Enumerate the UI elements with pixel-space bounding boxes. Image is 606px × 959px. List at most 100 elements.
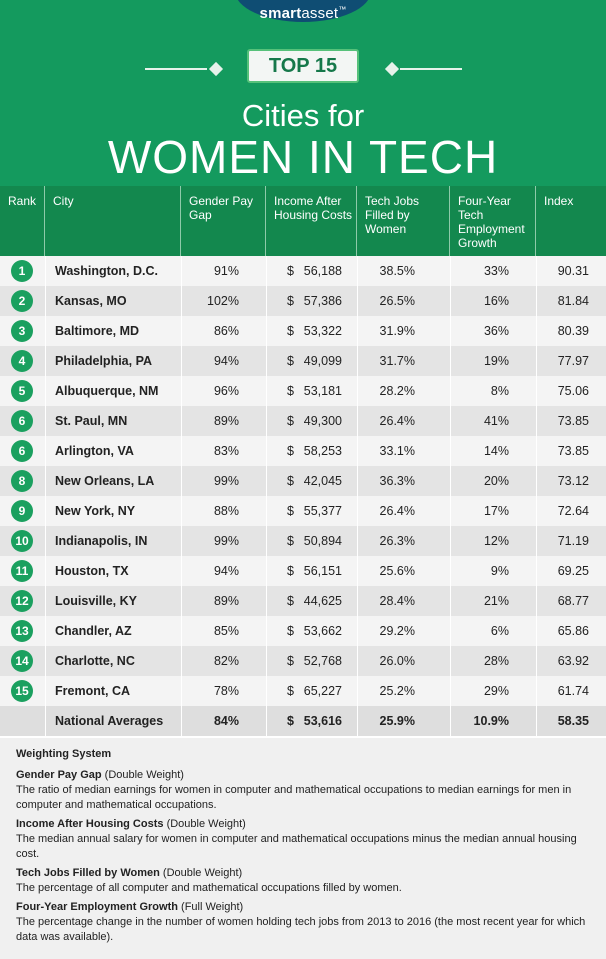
weighting-item-name: Gender Pay Gap [16,769,102,781]
tech-jobs-value: 38.5% [379,264,415,278]
column-header-tech-jobs[interactable]: Tech Jobs Filled by Women [357,186,450,256]
column-divider [536,286,537,316]
divider-line-left [145,68,207,70]
index-value: 58.35 [557,714,589,728]
column-divider [45,346,46,376]
column-divider [536,616,537,646]
table-header: Rank City Gender Pay Gap Income After Ho… [0,186,606,256]
column-divider [536,646,537,676]
index-value: 75.06 [557,384,589,398]
column-header-city[interactable]: City [45,186,181,256]
city-name: Kansas, MO [55,294,127,308]
column-divider [266,346,267,376]
header-banner: smartasset™ TOP 15 Cities for WOMEN IN T… [0,0,606,186]
tech-jobs-value: 25.6% [379,564,415,578]
column-divider [266,466,267,496]
column-divider [450,676,451,706]
column-header-index[interactable]: Index [544,194,574,208]
column-divider [357,586,358,616]
column-divider [45,556,46,586]
currency-symbol: $ [287,504,294,518]
table-row[interactable]: 8 New Orleans, LA 99% $42,045 36.3% 20% 73.12 [0,466,606,496]
weighting-item-description: The percentage change in the number of w… [16,916,586,943]
index-value: 72.64 [557,504,589,518]
tech-jobs-value: 25.2% [379,684,415,698]
weighting-item-description: The median annual salary for women in co… [16,833,577,860]
table-row[interactable]: 10 Indianapolis, IN 99% $50,894 26.3% 12% 71.1… [0,526,606,556]
column-divider [357,706,358,736]
city-name: St. Paul, MN [55,414,128,428]
weighting-item: Gender Pay Gap (Double Weight) The ratio … [16,768,590,813]
column-divider [450,646,451,676]
table-row[interactable]: 6 Arlington, VA 83% $58,253 33.1% 14% 73.85 [0,436,606,466]
table-row[interactable]: 12 Louisville, KY 89% $44,625 28.4% 21% 68.77 [0,586,606,616]
income-value: 53,616 [303,714,342,728]
national-averages-row[interactable]: National Averages 84% $53,616 25.9% 10.9% 58.… [0,706,606,736]
currency-symbol: $ [287,294,294,308]
income-value: 55,377 [303,504,342,518]
weighting-item-heading: Gender Pay Gap (Double Weight) [16,768,590,783]
index-value: 69.25 [557,564,589,578]
index-value: 90.31 [557,264,589,278]
column-divider [536,346,537,376]
tech-jobs-value: 36.3% [379,474,415,488]
column-divider [536,526,537,556]
tech-jobs-value: 33.1% [379,444,415,458]
column-divider [45,526,46,556]
column-divider [181,256,182,286]
column-divider [357,406,358,436]
gender-pay-gap-value: 78% [213,684,239,698]
weighting-item-weight: (Full Weight) [181,901,244,913]
column-divider [450,256,451,286]
weighting-system: Weighting System Gender Pay Gap (Double … [0,738,606,959]
rank-badge: 2 [11,290,33,312]
table-row[interactable]: 14 Charlotte, NC 82% $52,768 26.0% 28% 63.92 [0,646,606,676]
table-row[interactable]: 1 Washington, D.C. 91% $56,188 38.5% 33% 90.31 [0,256,606,286]
table-row[interactable]: 5 Albuquerque, NM 96% $53,181 28.2% 8% 75.06 [0,376,606,406]
rank-badge: 8 [11,470,33,492]
column-header-income-after-housing[interactable]: Income After Housing Costs [266,186,357,256]
currency-symbol: $ [287,654,294,668]
growth-value: 16% [483,294,509,308]
column-divider [181,286,182,316]
table-row[interactable]: 3 Baltimore, MD 86% $53,322 31.9% 36% 80.39 [0,316,606,346]
index-value: 77.97 [557,354,589,368]
column-divider [266,286,267,316]
gender-pay-gap-value: 89% [213,594,239,608]
column-divider [536,676,537,706]
column-header-rank[interactable]: Rank [0,186,45,256]
table-row[interactable]: 15 Fremont, CA 78% $65,227 25.2% 29% 61.74 [0,676,606,706]
gender-pay-gap-value: 84% [213,714,239,728]
income-value: 56,188 [303,264,342,278]
diamond-ornament-left [208,61,224,77]
gender-pay-gap-value: 91% [213,264,239,278]
city-name: Washington, D.C. [55,264,158,278]
column-header-gender-pay-gap[interactable]: Gender Pay Gap [181,186,266,256]
income-value: 49,300 [303,414,342,428]
growth-value: 41% [483,414,509,428]
weighting-item: Four-Year Employment Growth (Full Weight… [16,900,590,945]
smartasset-logo[interactable]: smartasset™ [259,5,347,22]
column-header-employment-growth[interactable]: Four-Year Tech Employment Growth [450,186,536,256]
growth-value: 28% [483,654,509,668]
growth-value: 20% [483,474,509,488]
table-row[interactable]: 4 Philadelphia, PA 94% $49,099 31.7% 19% 77.97 [0,346,606,376]
column-divider [357,616,358,646]
column-divider [45,316,46,346]
index-value: 80.39 [557,324,589,338]
column-divider [266,316,267,346]
rank-badge: 12 [11,590,33,612]
table-row[interactable]: 13 Chandler, AZ 85% $53,662 29.2% 6% 65.86 [0,616,606,646]
city-name: Arlington, VA [55,444,134,458]
city-name: Chandler, AZ [55,624,132,638]
table-row[interactable]: 2 Kansas, MO 102% $57,386 26.5% 16% 81.84 [0,286,606,316]
city-name: New York, NY [55,504,136,518]
table-row[interactable]: 9 New York, NY 88% $55,377 26.4% 17% 72.64 [0,496,606,526]
table-row[interactable]: 6 St. Paul, MN 89% $49,300 26.4% 41% 73.85 [0,406,606,436]
page-title-line2: WOMEN IN TECH [107,131,499,183]
rank-badge: 15 [11,680,33,702]
column-divider [181,556,182,586]
table-row[interactable]: 11 Houston, TX 94% $56,151 25.6% 9% 69.25 [0,556,606,586]
column-divider [181,706,182,736]
column-divider [181,436,182,466]
